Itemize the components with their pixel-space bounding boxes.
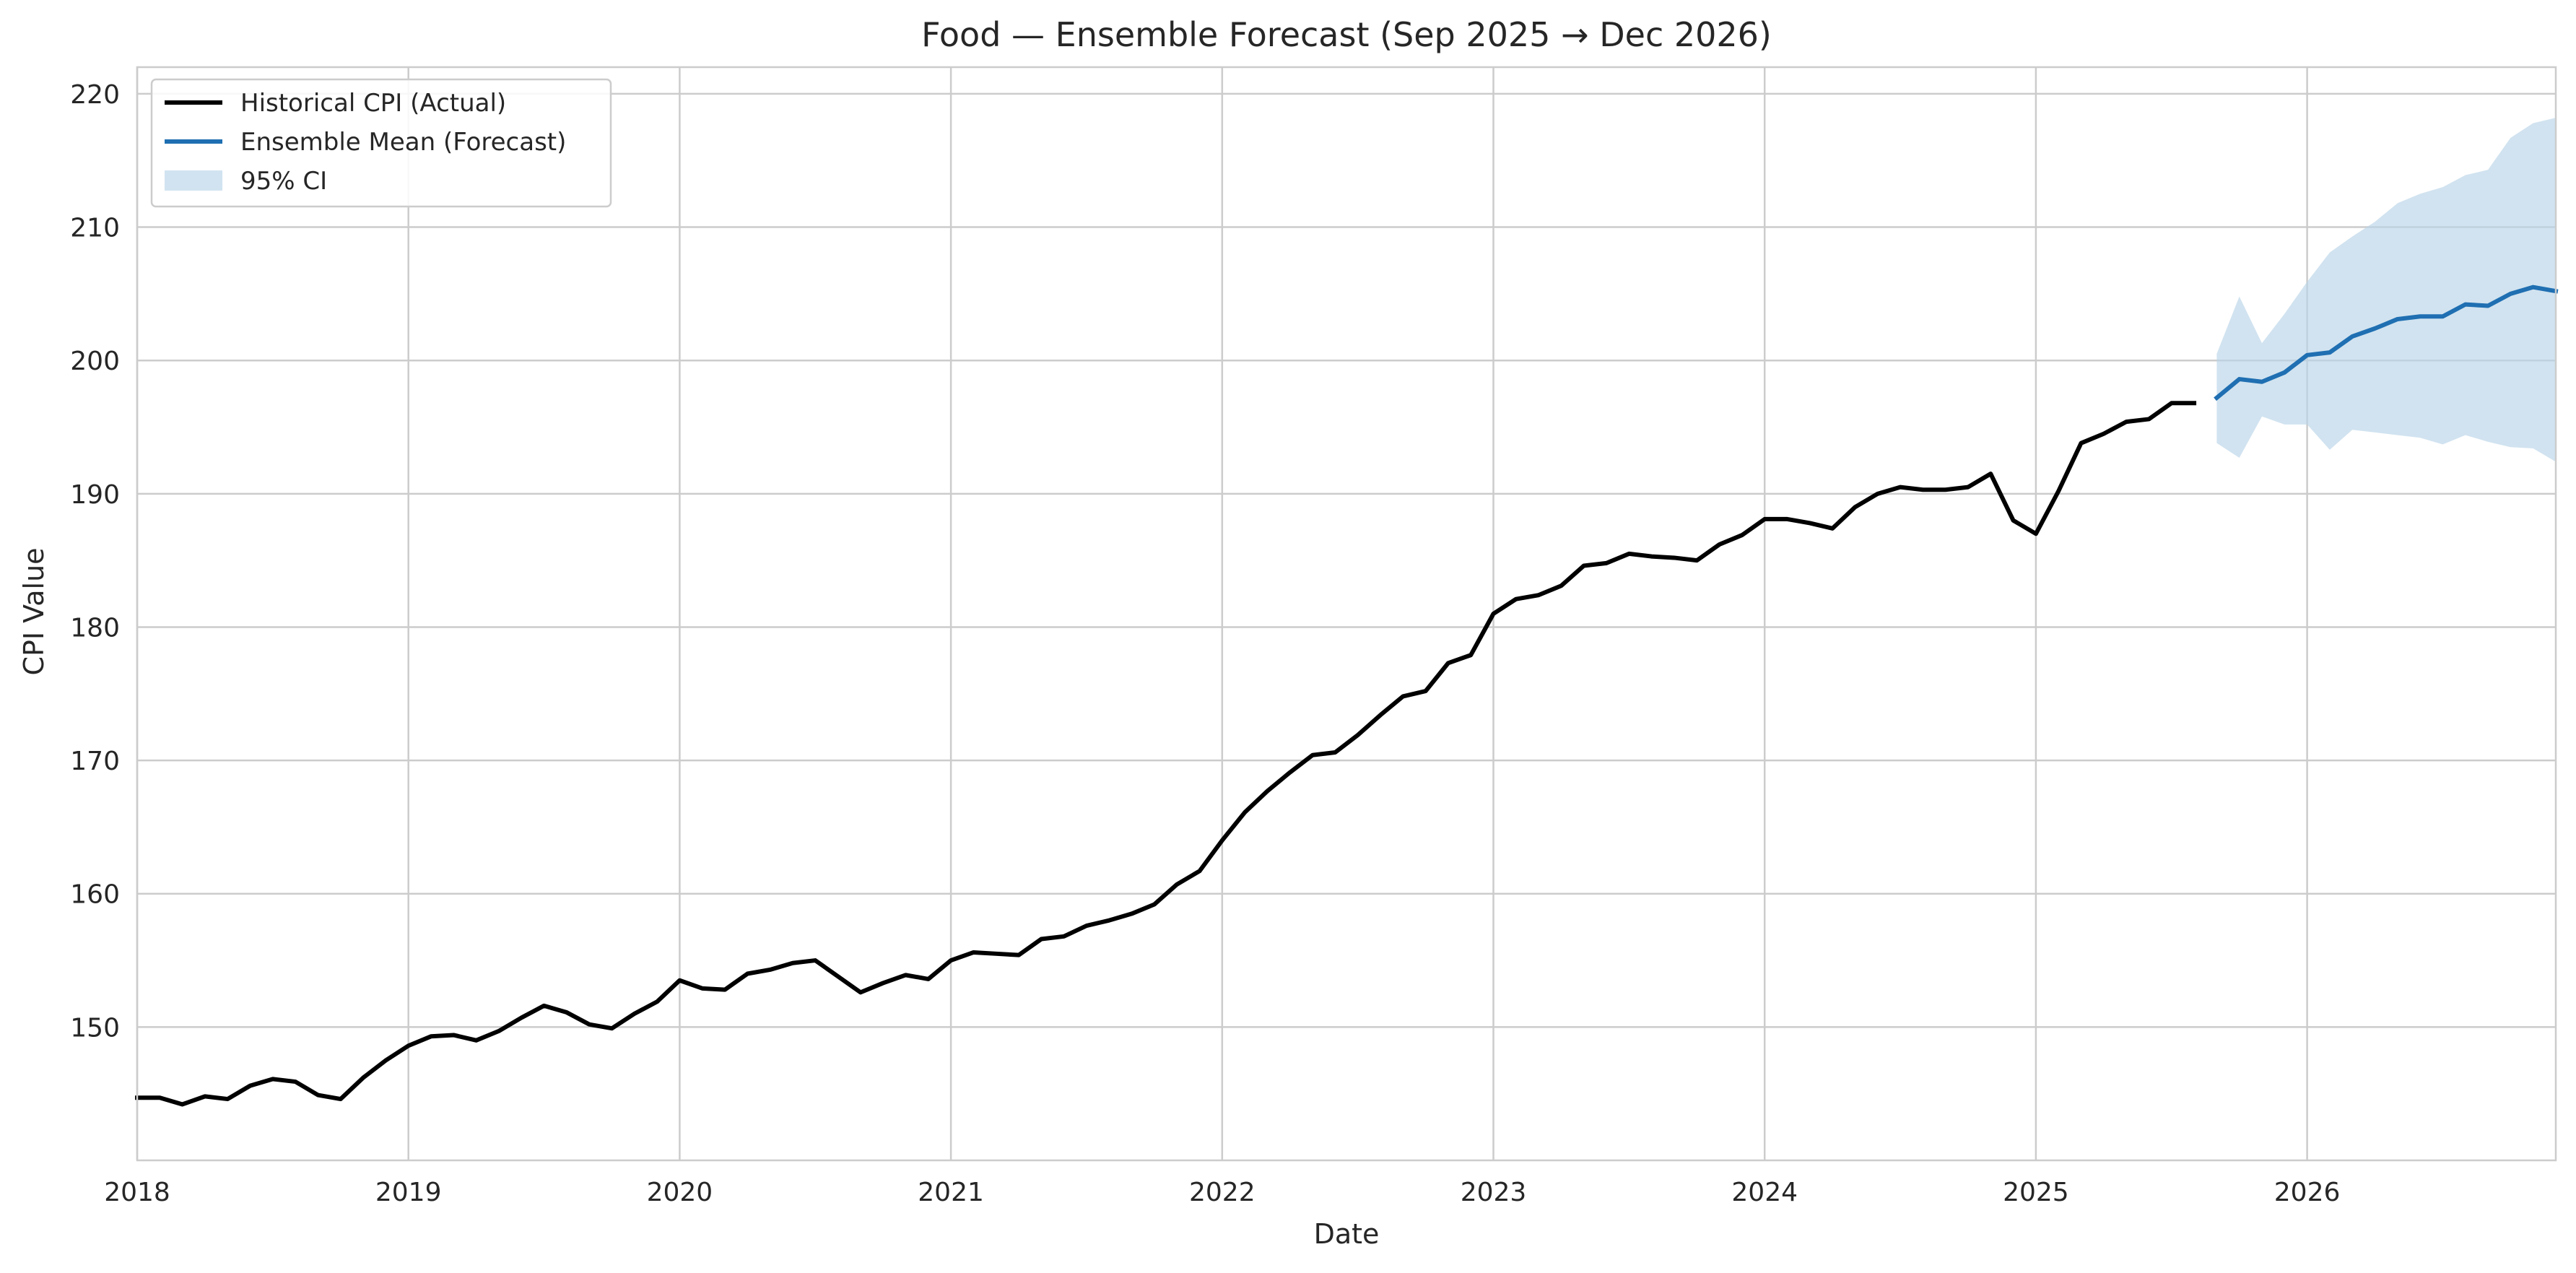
y-tick-label: 160: [70, 880, 120, 910]
x-tick-label: 2018: [104, 1178, 170, 1207]
y-axis-label: CPI Value: [18, 547, 50, 675]
x-tick-label: 2025: [2003, 1178, 2069, 1207]
legend-label-historical: Historical CPI (Actual): [240, 89, 506, 118]
x-tick-label: 2026: [2274, 1178, 2341, 1207]
legend-label-forecast: Ensemble Mean (Forecast): [240, 128, 566, 157]
y-tick-label: 170: [70, 747, 120, 776]
x-tick-label: 2024: [1731, 1178, 1798, 1207]
historical-cpi-line: [135, 401, 2197, 1107]
y-tick-label: 200: [70, 347, 120, 376]
x-tick-label: 2020: [647, 1178, 713, 1207]
ci-band-layer: [2216, 118, 2556, 462]
ensemble-mean-line: [2214, 284, 2559, 401]
y-tick-label: 150: [70, 1013, 120, 1043]
legend-box: [150, 78, 612, 208]
ci-band: [2216, 118, 2556, 462]
y-tick-label: 180: [70, 613, 120, 643]
x-tick-label: 2022: [1189, 1178, 1256, 1207]
y-tick-label: 220: [70, 80, 120, 110]
series-lines: [135, 284, 2559, 1107]
y-tick-labels: 150 160 170 180 190 200 210 220: [70, 80, 120, 1043]
x-tick-label: 2023: [1461, 1178, 1527, 1207]
y-tick-label: 190: [70, 480, 120, 510]
chart-title: Food — Ensemble Forecast (Sep 2025 → Dec…: [921, 15, 1772, 54]
legend-swatch-ci: [165, 170, 222, 191]
plot-frame: [136, 66, 2557, 1162]
x-axis-label: Date: [1314, 1218, 1380, 1250]
legend: Historical CPI (Actual) Ensemble Mean (F…: [150, 78, 612, 208]
x-tick-labels: 2018 2019 2020 2021 2022 2023 2024 2025 2026: [104, 1178, 2340, 1207]
x-tick-label: 2021: [918, 1178, 984, 1207]
x-tick-label: 2019: [375, 1178, 442, 1207]
legend-label-ci: 95% CI: [240, 167, 327, 196]
grid-lines: [136, 67, 2556, 1160]
y-tick-label: 210: [70, 214, 120, 243]
